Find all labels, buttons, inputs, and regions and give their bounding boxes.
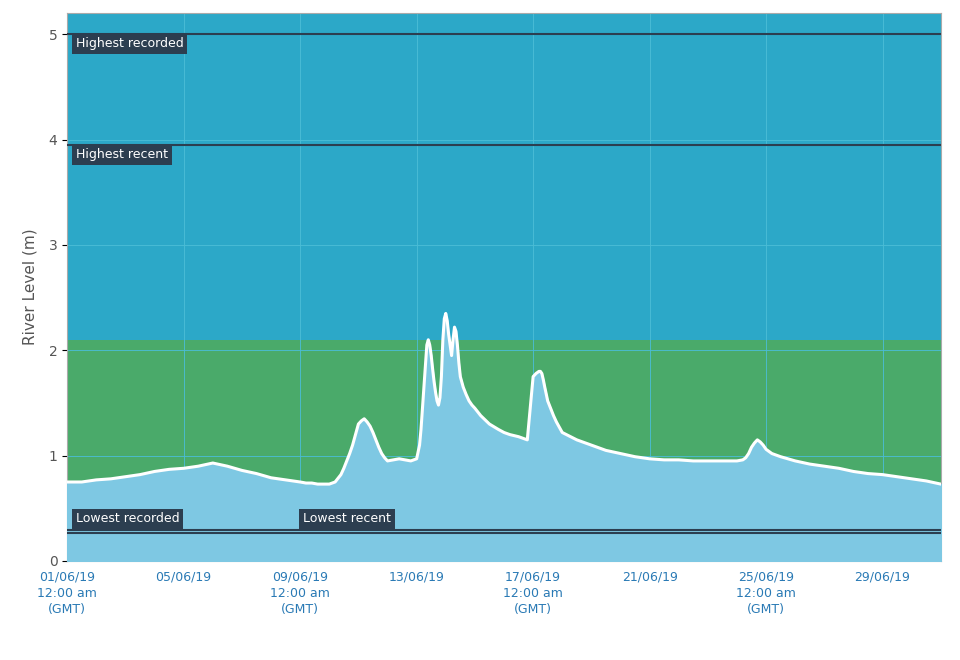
Text: Lowest recorded: Lowest recorded <box>76 512 180 525</box>
Y-axis label: River Level (m): River Level (m) <box>22 229 37 345</box>
Bar <box>67 340 941 561</box>
Text: Lowest recent: Lowest recent <box>303 512 391 525</box>
Text: Highest recorded: Highest recorded <box>76 37 183 50</box>
Text: Highest recent: Highest recent <box>76 148 168 161</box>
